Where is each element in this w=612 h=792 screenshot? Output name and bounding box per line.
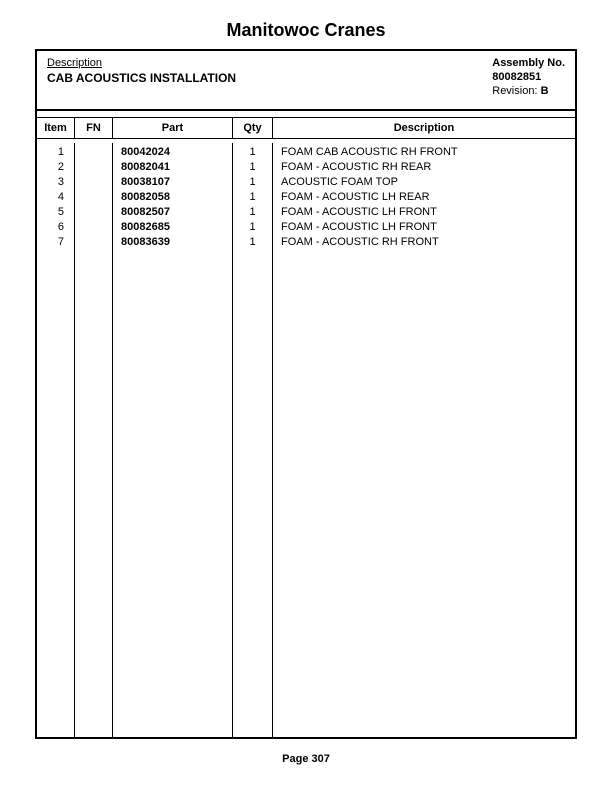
page-footer: Page 307 bbox=[0, 753, 612, 765]
cell-qty: 1 bbox=[237, 220, 268, 235]
assembly-number: 80082851 bbox=[492, 71, 565, 83]
description-label: Description bbox=[47, 57, 236, 69]
cell-qty: 1 bbox=[237, 235, 268, 250]
cell-fn bbox=[79, 145, 108, 160]
table-header-row: Item FN Part Qty Description bbox=[37, 117, 575, 139]
cell-part: 80082685 bbox=[117, 220, 228, 235]
cell-description: FOAM - ACOUSTIC RH FRONT bbox=[277, 235, 571, 250]
assembly-label: Assembly No. bbox=[492, 57, 565, 69]
cell-fn bbox=[79, 175, 108, 190]
cell-qty: 1 bbox=[237, 205, 268, 220]
cell-fn bbox=[79, 235, 108, 250]
cell-description: FOAM - ACOUSTIC LH FRONT bbox=[277, 220, 571, 235]
page-title: Manitowoc Cranes bbox=[0, 0, 612, 49]
header-block: Description CAB ACOUSTICS INSTALLATION A… bbox=[37, 51, 575, 111]
cell-item: 4 bbox=[41, 190, 70, 205]
cell-qty: 1 bbox=[237, 175, 268, 190]
col-header-description: Description bbox=[273, 118, 575, 138]
cell-part: 80082041 bbox=[117, 160, 228, 175]
cell-description: ACOUSTIC FOAM TOP bbox=[277, 175, 571, 190]
cell-part: 80042024 bbox=[117, 145, 228, 160]
description-value: CAB ACOUSTICS INSTALLATION bbox=[47, 71, 236, 85]
parts-table: Item FN Part Qty Description 1234567 800… bbox=[37, 111, 575, 737]
col-item: 1234567 bbox=[37, 143, 75, 737]
cell-fn bbox=[79, 190, 108, 205]
cell-item: 6 bbox=[41, 220, 70, 235]
revision-value: B bbox=[541, 85, 549, 97]
revision-line: Revision: B bbox=[492, 85, 565, 97]
cell-part: 80083639 bbox=[117, 235, 228, 250]
col-header-item: Item bbox=[37, 118, 75, 138]
document-frame: Description CAB ACOUSTICS INSTALLATION A… bbox=[35, 49, 577, 739]
cell-fn bbox=[79, 205, 108, 220]
col-fn bbox=[75, 143, 113, 737]
cell-part: 80082058 bbox=[117, 190, 228, 205]
header-right: Assembly No. 80082851 Revision: B bbox=[492, 57, 565, 97]
cell-description: FOAM - ACOUSTIC LH REAR bbox=[277, 190, 571, 205]
col-description: FOAM CAB ACOUSTIC RH FRONTFOAM - ACOUSTI… bbox=[273, 143, 575, 737]
cell-item: 3 bbox=[41, 175, 70, 190]
cell-item: 7 bbox=[41, 235, 70, 250]
cell-part: 80082507 bbox=[117, 205, 228, 220]
cell-description: FOAM CAB ACOUSTIC RH FRONT bbox=[277, 145, 571, 160]
header-left: Description CAB ACOUSTICS INSTALLATION bbox=[47, 57, 236, 97]
cell-part: 80038107 bbox=[117, 175, 228, 190]
cell-fn bbox=[79, 160, 108, 175]
cell-description: FOAM - ACOUSTIC RH REAR bbox=[277, 160, 571, 175]
cell-item: 2 bbox=[41, 160, 70, 175]
cell-qty: 1 bbox=[237, 145, 268, 160]
cell-item: 1 bbox=[41, 145, 70, 160]
cell-qty: 1 bbox=[237, 160, 268, 175]
col-part: 8004202480082041800381078008205880082507… bbox=[113, 143, 233, 737]
col-qty: 1111111 bbox=[233, 143, 273, 737]
col-header-qty: Qty bbox=[233, 118, 273, 138]
col-header-fn: FN bbox=[75, 118, 113, 138]
cell-qty: 1 bbox=[237, 190, 268, 205]
col-header-part: Part bbox=[113, 118, 233, 138]
cell-fn bbox=[79, 220, 108, 235]
revision-label: Revision: bbox=[492, 85, 537, 97]
cell-item: 5 bbox=[41, 205, 70, 220]
cell-description: FOAM - ACOUSTIC LH FRONT bbox=[277, 205, 571, 220]
table-body: 1234567 80042024800820418003810780082058… bbox=[37, 143, 575, 737]
